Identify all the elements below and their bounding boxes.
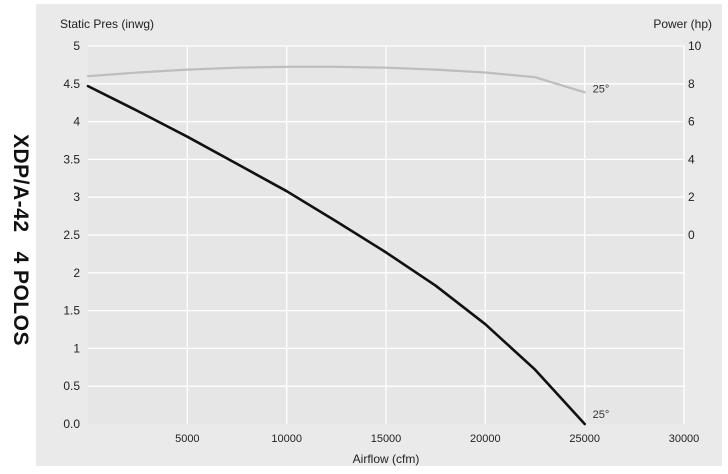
- static-pressure-end-label: 25°: [593, 409, 610, 421]
- y-left-tick-label: 0.0: [63, 417, 80, 431]
- y-right-tick-label: 4: [688, 152, 695, 166]
- y-left-tick-label: 1: [73, 341, 80, 355]
- y-right-tick-label: 2: [688, 190, 695, 204]
- series-layer: 25° 25°: [86, 65, 610, 426]
- x-tick-label: 10000: [271, 433, 302, 445]
- x-tick-label: 15000: [371, 433, 402, 445]
- x-tick-label: 30000: [669, 433, 700, 445]
- x-axis-label: Airflow (cfm): [353, 452, 420, 466]
- y-left-tick-label: 2: [73, 266, 80, 280]
- y-left-tick-label: 0.5: [63, 379, 80, 393]
- x-tick-label: 20000: [470, 433, 501, 445]
- grid: [88, 45, 685, 424]
- y-right-tick-label: 8: [688, 77, 695, 91]
- y-left-tick-label: 3.5: [63, 152, 80, 166]
- y-right-label: Power (hp): [653, 17, 712, 31]
- power-curve: [86, 65, 586, 94]
- y-right-tick-label: 6: [688, 115, 695, 129]
- y-left-tick-label: 2.5: [63, 228, 80, 242]
- y-left-tick-label: 3: [73, 190, 80, 204]
- x-tick-label: 5000: [175, 433, 199, 445]
- y-left-tick-label: 1.5: [63, 304, 80, 318]
- y-right-tick-label: 10: [688, 39, 702, 53]
- y-left-tick-label: 4: [73, 115, 80, 129]
- static-pressure-curve: [86, 84, 587, 426]
- y-left-label: Static Pres (inwg): [60, 17, 154, 31]
- y-right-tick-label: 0: [688, 228, 695, 242]
- x-tick-label: 25000: [569, 433, 600, 445]
- y-left-tick-label: 5: [73, 39, 80, 53]
- y-left-tick-label: 4.5: [63, 77, 80, 91]
- power-end-label: 25°: [593, 83, 610, 95]
- tick-labels: 0.0 0.5 1 1.5 2 2.5 3 3.5 4 4.5 5 0 2 4 6 8 10 5000 10000 1…: [63, 39, 701, 445]
